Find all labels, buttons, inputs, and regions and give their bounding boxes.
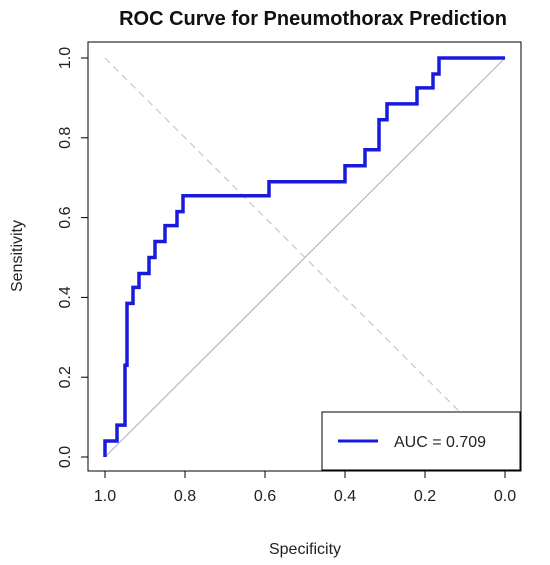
- roc-curve-line: [103, 56, 505, 457]
- y-axis: 0.0 0.2 0.4 0.6 0.8 1.0: [57, 47, 88, 468]
- x-tick-label: 0.4: [334, 488, 356, 505]
- x-axis-label: Specificity: [269, 541, 341, 558]
- y-axis-label: Sensitivity: [9, 220, 26, 292]
- y-tick-label: 0.8: [57, 127, 74, 149]
- series-group: [103, 56, 505, 457]
- reference-line-dashed: [104, 57, 506, 458]
- x-axis: 1.0 0.8 0.6 0.4 0.2 0.0: [94, 470, 516, 505]
- x-tick-label: 0.2: [414, 488, 436, 505]
- y-tick-label: 0.4: [57, 286, 74, 308]
- x-tick-label: 0.0: [494, 488, 516, 505]
- x-tick-label: 0.8: [174, 488, 196, 505]
- x-tick-label: 0.6: [254, 488, 276, 505]
- chart-title: ROC Curve for Pneumothorax Prediction: [119, 8, 507, 30]
- reference-lines: [104, 57, 506, 458]
- legend-label: AUC = 0.709: [394, 434, 486, 451]
- legend: AUC = 0.709: [321, 411, 521, 471]
- y-tick-label: 0.0: [57, 446, 74, 468]
- y-tick-label: 1.0: [57, 47, 74, 69]
- y-tick-label: 0.6: [57, 206, 74, 228]
- x-tick-label: 1.0: [94, 488, 116, 505]
- y-tick-label: 0.2: [57, 366, 74, 388]
